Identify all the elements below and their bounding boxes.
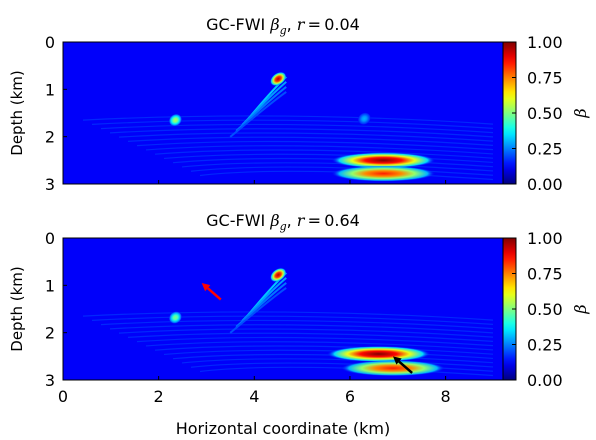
colorbar-tick-label: 1.00 xyxy=(527,229,563,248)
heatmap-texture xyxy=(172,157,494,168)
heatmap-hotspot xyxy=(168,311,183,324)
heatmap-texture xyxy=(82,115,494,125)
y-tick-label: 1 xyxy=(45,80,55,99)
panel-1: 0 1 2 3 Depth (km) GC-FWI βg, r = 0.04 1.00 0.7… xyxy=(8,15,590,194)
reflector-arc xyxy=(235,282,287,328)
x-tick-label: 8 xyxy=(441,387,451,406)
reflector-arc xyxy=(235,86,287,132)
heatmap-texture xyxy=(181,358,494,368)
heatmap-hotspot xyxy=(331,152,436,169)
y-tick-label: 1 xyxy=(45,276,55,295)
heatmap-texture xyxy=(118,328,494,338)
heatmap-texture xyxy=(199,170,494,181)
y-axis-label: Depth (km) xyxy=(8,70,26,155)
annotation-arrow-head xyxy=(393,356,402,365)
reflector-arc xyxy=(229,91,287,138)
heatmap-texture xyxy=(190,166,494,176)
heatmap-hotspot xyxy=(341,360,445,377)
heatmap-hotspot xyxy=(168,113,183,127)
heatmap-texture xyxy=(109,128,494,138)
annotation-arrow-shaft xyxy=(398,360,413,374)
heatmap-texture xyxy=(127,332,494,342)
annotation-arrow-head xyxy=(201,282,211,292)
heatmap-texture xyxy=(136,140,494,151)
heatmap-hotspot xyxy=(331,165,436,182)
annotation-arrow-shaft xyxy=(206,287,222,301)
y-tick-label: 0 xyxy=(45,229,55,248)
heatmap-texture xyxy=(163,153,494,164)
heatmap-hotspot xyxy=(270,71,287,87)
colorbar-tick-label: 0.75 xyxy=(527,265,563,284)
colorbar-tick-label: 0.00 xyxy=(527,371,563,390)
heatmap-field xyxy=(82,71,494,182)
colorbar-tick-label: 0.25 xyxy=(527,140,563,159)
x-axis-label: Horizontal coordinate (km) xyxy=(176,419,391,438)
heatmap-texture xyxy=(118,132,494,142)
y-axis-label: Depth (km) xyxy=(8,266,26,351)
heatmap-texture xyxy=(163,349,494,360)
heatmap-hotspot xyxy=(270,267,287,283)
colorbar-label: β xyxy=(571,304,590,314)
panel-title: GC-FWI βg, r = 0.04 xyxy=(206,15,360,37)
heatmap-texture xyxy=(154,345,494,355)
colorbar-label: β xyxy=(571,108,590,118)
heatmap-hotspot xyxy=(357,112,371,126)
x-tick-label: 0 xyxy=(58,387,68,406)
heatmap-texture xyxy=(145,341,494,351)
x-tick-label: 6 xyxy=(345,387,355,406)
y-tick-label: 2 xyxy=(45,128,55,147)
heatmap-texture xyxy=(127,136,494,146)
colorbar-tick-label: 1.00 xyxy=(527,33,563,52)
x-tick-label: 2 xyxy=(154,387,164,406)
heatmap-texture xyxy=(109,324,494,334)
colorbar-tick-label: 0.00 xyxy=(527,175,563,194)
heatmap-field xyxy=(82,267,494,377)
heatmap-texture xyxy=(154,149,494,159)
heatmap-texture xyxy=(91,315,494,325)
heatmap-hotspot xyxy=(326,345,431,362)
heatmap-texture xyxy=(181,162,494,172)
y-tick-label: 3 xyxy=(45,175,55,194)
heatmap-texture xyxy=(172,353,494,364)
x-tick-label: 4 xyxy=(249,387,259,406)
heatmap-texture xyxy=(199,366,494,377)
y-tick-label: 2 xyxy=(45,324,55,343)
colorbar-tick-label: 0.75 xyxy=(527,69,563,88)
y-tick-label: 3 xyxy=(45,371,55,390)
heatmap-texture xyxy=(100,319,494,330)
panel-title: GC-FWI βg, r = 0.64 xyxy=(206,211,360,233)
heatmap-background xyxy=(63,238,503,380)
heatmap-texture xyxy=(82,311,494,321)
colorbar-tick-label: 0.25 xyxy=(527,336,563,355)
reflector-arc xyxy=(229,287,287,334)
colorbar-tick-label: 0.50 xyxy=(527,300,563,319)
heatmap-texture xyxy=(91,119,494,129)
colorbar-tick-label: 0.50 xyxy=(527,104,563,123)
heatmap-texture xyxy=(136,336,494,347)
heatmap-texture xyxy=(100,123,494,134)
y-tick-label: 0 xyxy=(45,33,55,52)
heatmap-texture xyxy=(145,145,494,155)
